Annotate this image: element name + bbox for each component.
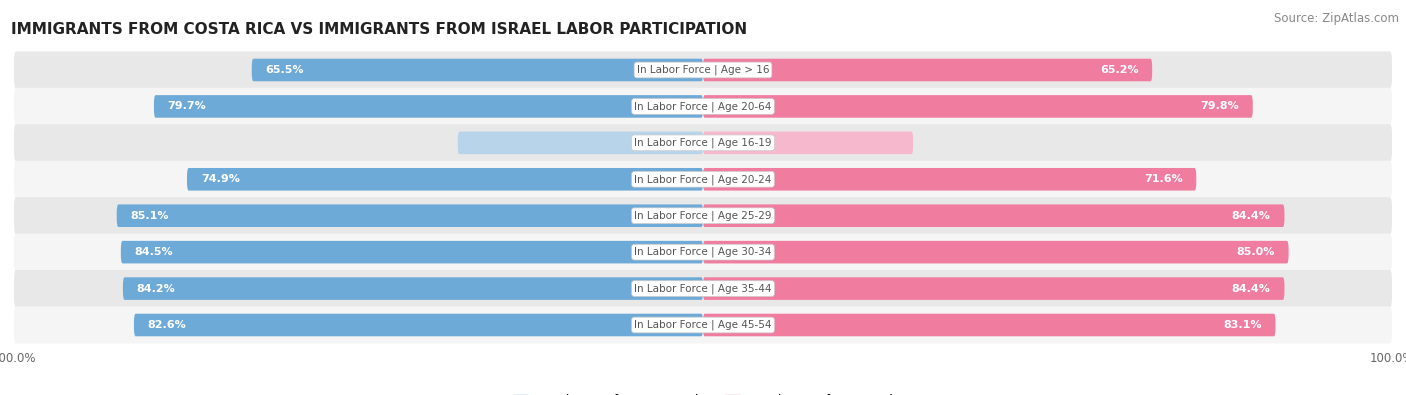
FancyBboxPatch shape	[153, 95, 703, 118]
FancyBboxPatch shape	[703, 132, 912, 154]
Text: 65.5%: 65.5%	[266, 65, 304, 75]
Text: 35.6%: 35.6%	[654, 138, 689, 148]
Text: IMMIGRANTS FROM COSTA RICA VS IMMIGRANTS FROM ISRAEL LABOR PARTICIPATION: IMMIGRANTS FROM COSTA RICA VS IMMIGRANTS…	[11, 21, 748, 36]
FancyBboxPatch shape	[252, 59, 703, 81]
Text: 84.4%: 84.4%	[1232, 211, 1271, 221]
Text: 84.4%: 84.4%	[1232, 284, 1271, 293]
Text: 84.2%: 84.2%	[136, 284, 176, 293]
FancyBboxPatch shape	[703, 205, 1285, 227]
FancyBboxPatch shape	[14, 124, 1392, 162]
FancyBboxPatch shape	[703, 314, 1275, 336]
FancyBboxPatch shape	[703, 59, 1152, 81]
Text: In Labor Force | Age > 16: In Labor Force | Age > 16	[637, 65, 769, 75]
Text: In Labor Force | Age 45-54: In Labor Force | Age 45-54	[634, 320, 772, 330]
FancyBboxPatch shape	[187, 168, 703, 190]
FancyBboxPatch shape	[14, 197, 1392, 234]
FancyBboxPatch shape	[703, 241, 1289, 263]
Legend: Immigrants from Costa Rica, Immigrants from Israel: Immigrants from Costa Rica, Immigrants f…	[513, 394, 893, 395]
FancyBboxPatch shape	[14, 233, 1392, 271]
FancyBboxPatch shape	[117, 205, 703, 227]
Text: In Labor Force | Age 35-44: In Labor Force | Age 35-44	[634, 283, 772, 294]
FancyBboxPatch shape	[14, 270, 1392, 307]
Text: In Labor Force | Age 20-64: In Labor Force | Age 20-64	[634, 101, 772, 112]
FancyBboxPatch shape	[703, 277, 1285, 300]
Text: In Labor Force | Age 30-34: In Labor Force | Age 30-34	[634, 247, 772, 258]
Text: In Labor Force | Age 25-29: In Labor Force | Age 25-29	[634, 211, 772, 221]
FancyBboxPatch shape	[14, 51, 1392, 88]
Text: 79.7%: 79.7%	[167, 102, 207, 111]
Text: 85.0%: 85.0%	[1236, 247, 1275, 257]
Text: In Labor Force | Age 16-19: In Labor Force | Age 16-19	[634, 137, 772, 148]
FancyBboxPatch shape	[458, 132, 703, 154]
Text: 30.5%: 30.5%	[717, 138, 752, 148]
FancyBboxPatch shape	[14, 161, 1392, 198]
Text: 82.6%: 82.6%	[148, 320, 187, 330]
Text: 85.1%: 85.1%	[131, 211, 169, 221]
FancyBboxPatch shape	[122, 277, 703, 300]
Text: 71.6%: 71.6%	[1143, 174, 1182, 184]
Text: 84.5%: 84.5%	[135, 247, 173, 257]
Text: 83.1%: 83.1%	[1223, 320, 1261, 330]
Text: 65.2%: 65.2%	[1099, 65, 1139, 75]
FancyBboxPatch shape	[14, 307, 1392, 344]
FancyBboxPatch shape	[703, 95, 1253, 118]
Text: In Labor Force | Age 20-24: In Labor Force | Age 20-24	[634, 174, 772, 184]
FancyBboxPatch shape	[134, 314, 703, 336]
Text: 79.8%: 79.8%	[1201, 102, 1239, 111]
FancyBboxPatch shape	[703, 168, 1197, 190]
Text: Source: ZipAtlas.com: Source: ZipAtlas.com	[1274, 12, 1399, 25]
Text: 74.9%: 74.9%	[201, 174, 239, 184]
FancyBboxPatch shape	[121, 241, 703, 263]
FancyBboxPatch shape	[14, 88, 1392, 125]
